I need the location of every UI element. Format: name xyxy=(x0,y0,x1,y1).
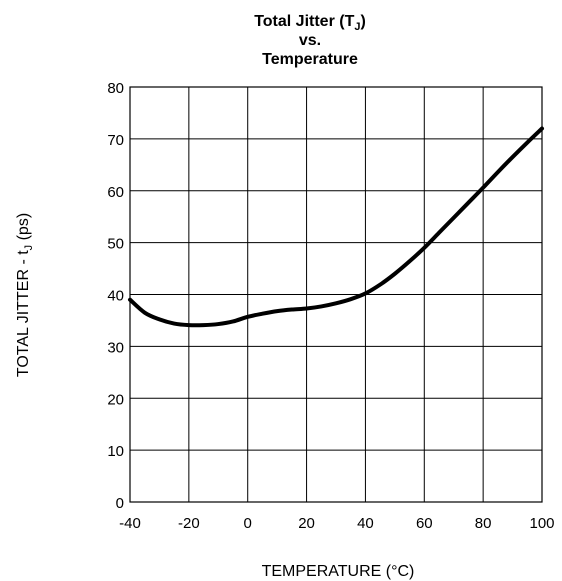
x-tick-label: 80 xyxy=(475,515,492,532)
chart-title-line2: vs. xyxy=(299,32,321,49)
x-tick-label: 100 xyxy=(529,515,554,532)
plot-frame xyxy=(129,86,543,503)
x-tick-labels: -40 -20 0 20 40 60 80 100 xyxy=(119,515,554,532)
x-tick-label: 0 xyxy=(244,515,252,532)
x-tick-label: 20 xyxy=(298,515,315,532)
y-tick-label: 0 xyxy=(116,495,124,512)
y-axis-label-suffix: (ps) xyxy=(15,213,32,245)
x-tick-label: -20 xyxy=(178,515,200,532)
chart-title-line1-subscript: J xyxy=(354,21,360,33)
y-tick-label: 10 xyxy=(107,443,124,460)
y-axis-label-prefix: TOTAL JITTER - t xyxy=(15,250,32,377)
chart-title-line1-suffix: ) xyxy=(360,13,365,30)
y-tick-label: 50 xyxy=(107,236,124,253)
y-tick-labels: 0 10 20 30 40 50 60 70 80 xyxy=(107,80,124,512)
y-axis-label-subscript: J xyxy=(23,245,35,251)
x-tick-label: 40 xyxy=(357,515,374,532)
x-axis-label: TEMPERATURE (°C) xyxy=(262,563,415,580)
series-line-total-jitter xyxy=(128,126,544,328)
chart-title-line3: Temperature xyxy=(262,51,358,68)
x-tick-label: 60 xyxy=(416,515,433,532)
y-tick-label: 60 xyxy=(107,184,124,201)
y-tick-label: 40 xyxy=(107,288,124,305)
x-tick-label: -40 xyxy=(119,515,141,532)
y-axis-label: TOTAL JITTER - tJ (ps) xyxy=(15,213,35,377)
y-tick-label: 70 xyxy=(107,132,124,149)
grid xyxy=(129,86,543,503)
y-tick-label: 20 xyxy=(107,391,124,408)
chart-title-line1: Total Jitter (TJ) xyxy=(254,13,366,33)
y-tick-label: 30 xyxy=(107,339,124,356)
chart-title-line1-prefix: Total Jitter (T xyxy=(254,13,354,30)
y-tick-label: 80 xyxy=(107,80,124,97)
